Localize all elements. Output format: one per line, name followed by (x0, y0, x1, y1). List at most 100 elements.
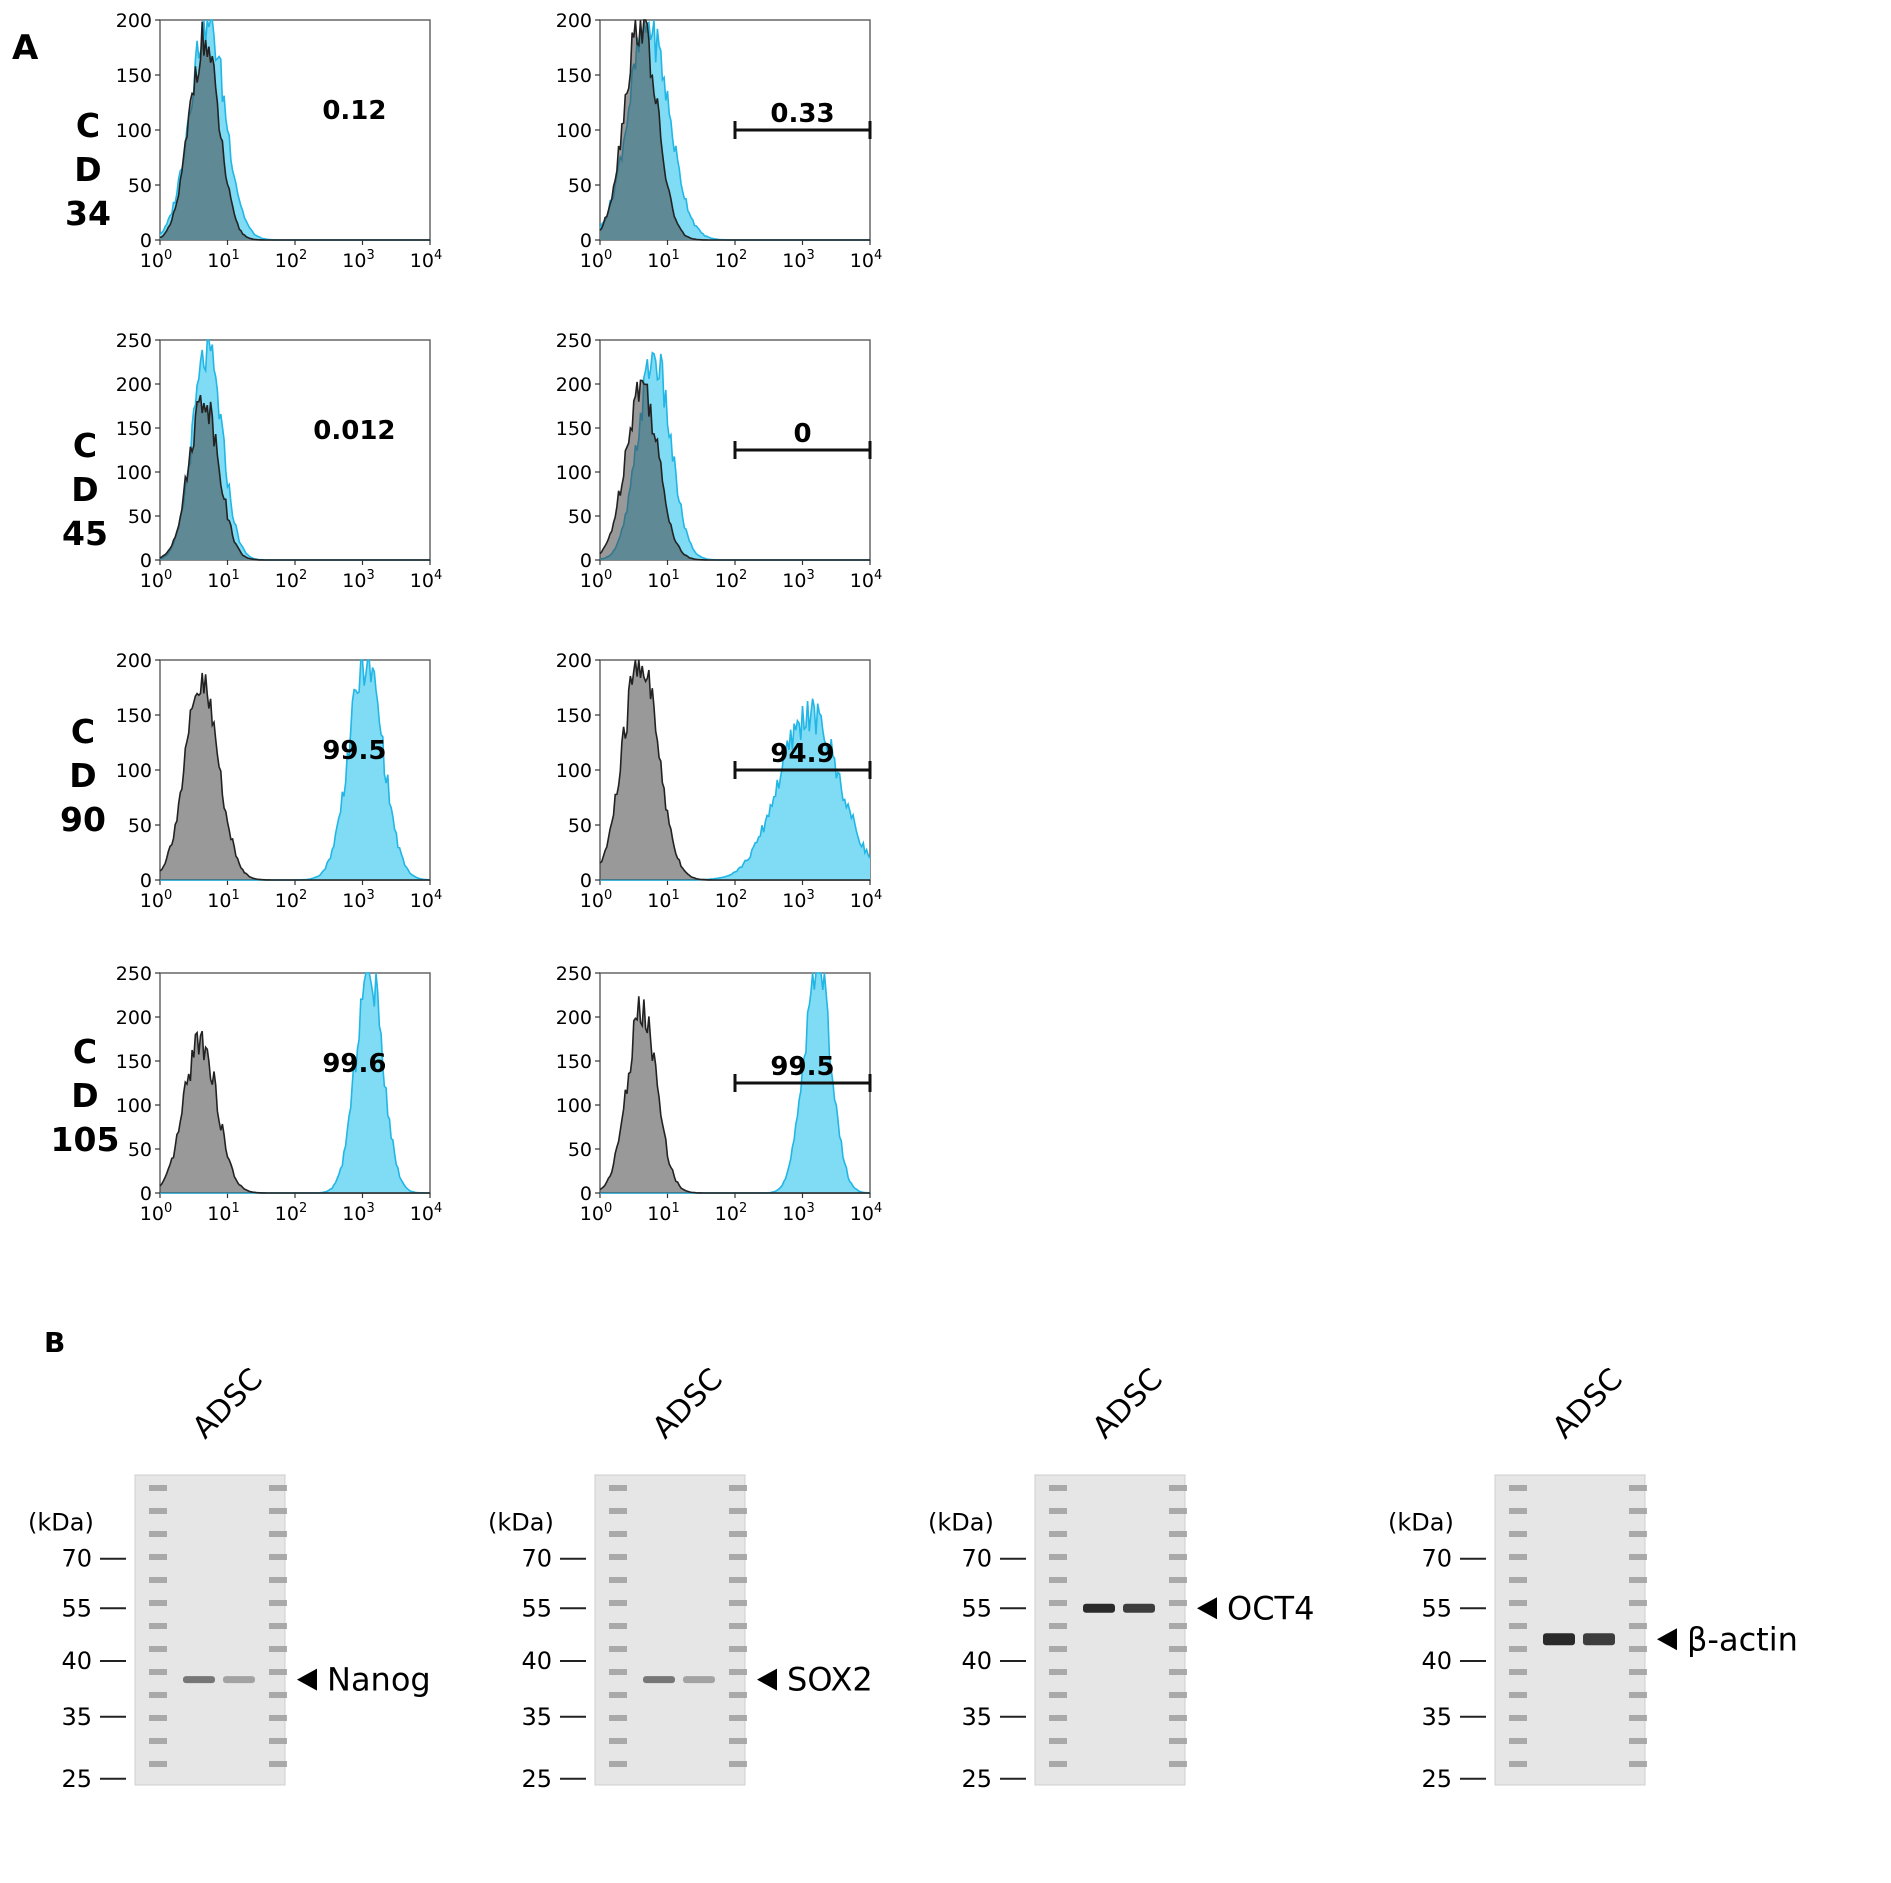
ladder-band (1169, 1508, 1187, 1514)
y-tick-label: 150 (556, 418, 592, 440)
target-band (1543, 1633, 1575, 1646)
control-histogram-line (599, 19, 870, 241)
ladder-band (609, 1646, 627, 1652)
positive-percentage: 0.12 (322, 96, 386, 126)
ladder-mw-label: 25 (521, 1765, 552, 1793)
ladder-band (269, 1508, 287, 1514)
y-tick-label: 0 (580, 1183, 592, 1205)
x-tick-exponent: 4 (434, 888, 442, 903)
ladder-mw-label: 25 (961, 1765, 992, 1793)
x-tick-label: 102 (715, 568, 747, 592)
target-band (643, 1676, 675, 1684)
ladder-band (269, 1485, 287, 1491)
ladder-band (729, 1485, 747, 1491)
ladder-band (269, 1600, 287, 1606)
y-tick-label: 0 (580, 550, 592, 572)
x-tick-exponent: 3 (366, 1201, 374, 1216)
target-protein-label: β-actin (1687, 1620, 1798, 1658)
x-tick-label: 102 (715, 888, 747, 912)
target-band (1083, 1603, 1115, 1613)
x-tick-exponent: 0 (604, 568, 612, 583)
ladder-band (1169, 1531, 1187, 1537)
x-tick-exponent: 1 (231, 888, 239, 903)
y-tick-label: 0 (140, 230, 152, 252)
marker-label-line: D (74, 150, 102, 189)
ladder-band (1509, 1692, 1527, 1698)
x-tick-exponent: 1 (231, 568, 239, 583)
ladder-band (149, 1646, 167, 1652)
ladder-band (729, 1692, 747, 1698)
ladder-band (729, 1531, 747, 1537)
y-tick-label: 100 (116, 1095, 152, 1117)
ladder-band (149, 1692, 167, 1698)
control-histogram-line (159, 394, 430, 561)
y-tick-label: 100 (116, 760, 152, 782)
ladder-band (269, 1715, 287, 1721)
ladder-mw-label: 70 (961, 1545, 992, 1573)
control-histogram-line (599, 659, 870, 881)
x-tick-label: 102 (715, 248, 747, 272)
y-tick-label: 200 (556, 1007, 592, 1029)
marker-histogram-fill (160, 973, 430, 1193)
ladder-band (609, 1715, 627, 1721)
control-histogram-line (159, 672, 430, 881)
ladder-band (609, 1669, 627, 1675)
x-tick-label: 102 (275, 248, 307, 272)
ladder-band (1509, 1646, 1527, 1652)
western-blot-beta-actin: ADSC (kDa) 70 55 40 35 25 β-actin (1388, 1362, 1798, 1793)
x-tick-label: 104 (410, 248, 442, 272)
x-tick-exponent: 3 (366, 568, 374, 583)
y-tick-label: 200 (556, 10, 592, 32)
ladder-band (1049, 1692, 1067, 1698)
marker-label-cd90: C D 90 (53, 710, 113, 842)
ladder-band (1629, 1715, 1647, 1721)
x-tick-label: 103 (342, 1201, 374, 1225)
y-tick-label: 200 (556, 650, 592, 672)
ladder-band (1509, 1531, 1527, 1537)
x-tick-exponent: 0 (604, 248, 612, 263)
x-tick-label: 104 (850, 568, 882, 592)
marker-label-line: 34 (65, 194, 111, 233)
ladder-mw-label: 40 (61, 1647, 92, 1675)
ladder-mw-label: 40 (521, 1647, 552, 1675)
ladder-band (1169, 1577, 1187, 1583)
ladder-band (1629, 1508, 1647, 1514)
ladder-band (1049, 1485, 1067, 1491)
x-tick-exponent: 2 (299, 568, 307, 583)
positive-percentage: 99.6 (322, 1049, 386, 1079)
y-tick-label: 50 (128, 506, 152, 528)
ladder-band (149, 1508, 167, 1514)
x-tick-exponent: 3 (806, 248, 814, 263)
control-histogram-line (159, 21, 430, 241)
target-band (223, 1676, 255, 1684)
control-histogram-line (159, 1030, 430, 1194)
y-tick-label: 100 (556, 462, 592, 484)
y-tick-label: 50 (568, 815, 592, 837)
x-tick-exponent: 2 (739, 1201, 747, 1216)
target-band (183, 1676, 215, 1684)
x-tick-exponent: 4 (434, 568, 442, 583)
ladder-band (1509, 1669, 1527, 1675)
ladder-band (1049, 1646, 1067, 1652)
y-tick-label: 100 (116, 462, 152, 484)
x-tick-label: 101 (207, 248, 239, 272)
y-tick-label: 100 (116, 120, 152, 142)
ladder-band (1169, 1623, 1187, 1629)
marker-histogram-fill (600, 698, 870, 880)
y-tick-label: 50 (568, 175, 592, 197)
ladder-band (1629, 1692, 1647, 1698)
x-tick-exponent: 2 (299, 248, 307, 263)
x-tick-exponent: 3 (366, 248, 374, 263)
blot-membrane (1494, 1474, 1646, 1786)
ladder-band (149, 1554, 167, 1560)
x-tick-exponent: 0 (604, 1201, 612, 1216)
ladder-band (1629, 1738, 1647, 1744)
ladder-band (1169, 1692, 1187, 1698)
x-tick-label: 104 (850, 248, 882, 272)
marker-histogram-fill (600, 352, 870, 560)
ladder-mw-label: 70 (521, 1545, 552, 1573)
x-tick-exponent: 2 (739, 248, 747, 263)
x-tick-label: 103 (782, 1201, 814, 1225)
x-tick-label: 100 (140, 888, 172, 912)
